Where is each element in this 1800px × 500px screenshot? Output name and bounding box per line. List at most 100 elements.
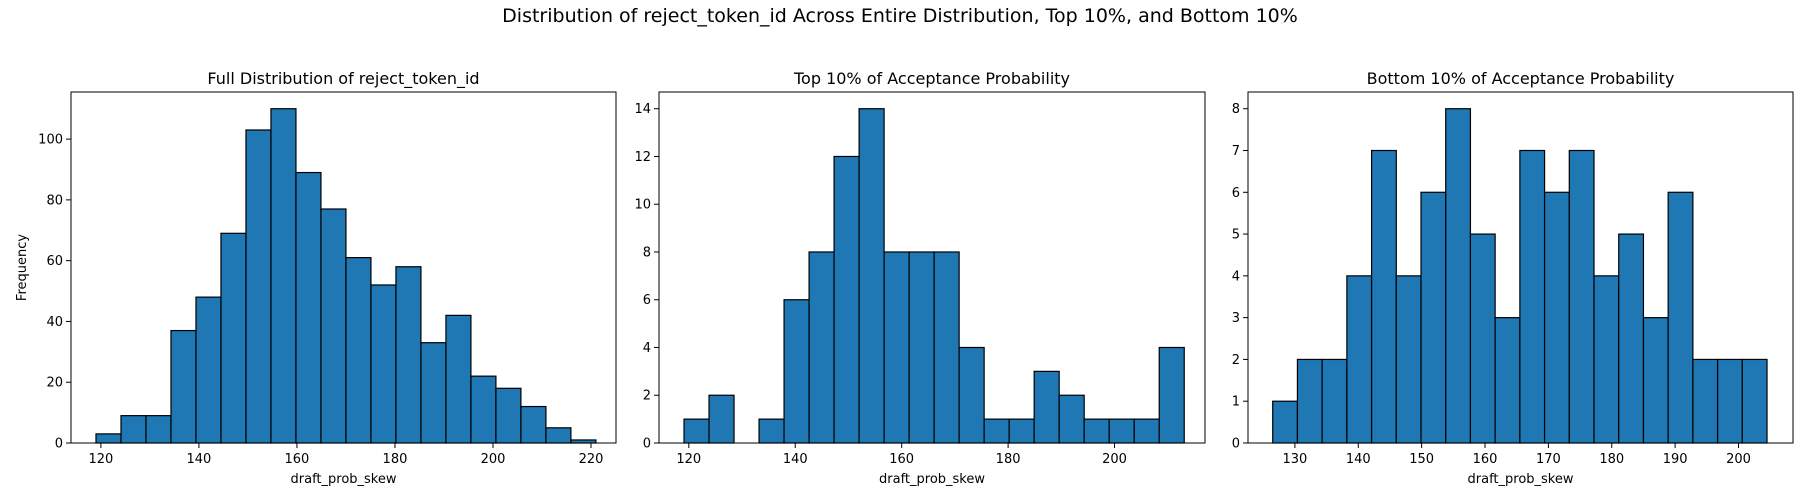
histogram-bar xyxy=(295,171,322,444)
histogram-bar xyxy=(1593,275,1620,444)
histogram-bar xyxy=(520,405,547,444)
histogram-bar xyxy=(1642,317,1669,444)
histogram-bar xyxy=(683,418,710,444)
histogram-bar xyxy=(195,296,222,444)
histogram-panel-2: 120 140 160 180 200 0 2 4 6 8 10 12 14 Top 10% of Acc… xyxy=(634,69,1206,487)
histogram-bar xyxy=(983,418,1010,444)
histogram-bar xyxy=(1519,149,1546,444)
histogram-bar xyxy=(1741,358,1768,444)
y-tick-label: 0 xyxy=(643,437,651,452)
x-tick-label: 170 xyxy=(1536,452,1561,467)
x-tick-label: 200 xyxy=(1726,452,1751,467)
histogram-bar xyxy=(495,387,522,444)
x-tick-label: 140 xyxy=(1346,452,1371,467)
x-tick-label: 160 xyxy=(285,452,310,467)
histogram-bar xyxy=(1716,358,1743,444)
y-tick-label: 20 xyxy=(46,376,63,391)
histogram-bar xyxy=(345,257,372,444)
x-tick-label: 190 xyxy=(1663,452,1688,467)
histogram-bar xyxy=(1494,317,1521,444)
y-tick-label: 7 xyxy=(1232,144,1240,159)
histogram-bar xyxy=(1008,418,1035,444)
x-tick-label: 160 xyxy=(889,452,914,467)
histogram-bar xyxy=(420,342,447,444)
histogram-bar xyxy=(1133,418,1160,444)
x-tick-label: 150 xyxy=(1409,452,1434,467)
y-tick-label: 10 xyxy=(634,198,651,213)
y-tick-label: 100 xyxy=(38,133,63,148)
y-tick-label: 60 xyxy=(46,254,63,269)
y-tick-label: 6 xyxy=(643,293,651,308)
histogram-bar xyxy=(1568,149,1595,444)
histogram-bar xyxy=(833,155,860,444)
histogram-bar xyxy=(95,433,122,444)
histogram-bar xyxy=(170,329,197,444)
axes-frame xyxy=(1247,91,1794,444)
histogram-bar xyxy=(1543,191,1570,444)
y-tick-label: 80 xyxy=(46,193,63,208)
histogram-bar xyxy=(1445,108,1472,444)
histogram-bar xyxy=(270,108,297,444)
histogram-bar xyxy=(708,394,735,444)
histogram-bar xyxy=(1692,358,1719,444)
y-tick-label: 2 xyxy=(643,389,651,404)
histogram-bar xyxy=(470,375,497,444)
panel-title: Top 10% of Acceptance Probability xyxy=(793,69,1070,88)
x-tick-label: 220 xyxy=(579,452,604,467)
histogram-bar xyxy=(220,232,247,444)
histogram-bar xyxy=(395,266,422,444)
x-tick-label: 120 xyxy=(88,452,113,467)
histogram-bar xyxy=(1346,275,1373,444)
histogram-bar xyxy=(1296,358,1323,444)
histogram-bar xyxy=(1321,358,1348,444)
y-tick-label: 4 xyxy=(643,341,651,356)
y-tick-label: 2 xyxy=(1232,353,1240,368)
histogram-bar xyxy=(883,251,910,444)
histogram-bar xyxy=(245,129,272,444)
x-tick-label: 160 xyxy=(1473,452,1498,467)
y-axis-label: Frequency xyxy=(15,234,30,301)
y-tick-label: 0 xyxy=(1232,437,1240,452)
figure-suptitle: Distribution of reject_token_id Across E… xyxy=(502,5,1298,27)
x-tick-label: 180 xyxy=(383,452,408,467)
histogram-bar xyxy=(320,208,347,444)
x-tick-label: 200 xyxy=(1102,452,1127,467)
y-tick-label: 4 xyxy=(1232,269,1240,284)
histogram-bar xyxy=(120,415,147,444)
histogram-bar xyxy=(545,427,572,444)
y-tick-label: 8 xyxy=(1232,102,1240,117)
histogram-bar xyxy=(1420,191,1447,444)
histogram-bar xyxy=(1667,191,1694,444)
x-tick-label: 120 xyxy=(676,452,701,467)
x-tick-label: 200 xyxy=(481,452,506,467)
histogram-bar xyxy=(445,314,472,444)
y-tick-label: 6 xyxy=(1232,186,1240,201)
histogram-bar xyxy=(145,415,172,444)
histogram-panel-3: 130 140 150 160 170 180 190 200 0 1 2 3 4 5 6 7 8 Bottom … xyxy=(1232,69,1794,487)
axes-frame xyxy=(70,91,617,444)
axes-frame xyxy=(658,91,1206,444)
x-tick-label: 180 xyxy=(1599,452,1624,467)
histogram-bar xyxy=(758,418,785,444)
x-tick-label: 180 xyxy=(996,452,1021,467)
y-tick-label: 3 xyxy=(1232,311,1240,326)
x-tick-label: 140 xyxy=(783,452,808,467)
histogram-bar xyxy=(1108,418,1135,444)
y-tick-label: 40 xyxy=(46,315,63,330)
histogram-bar xyxy=(858,108,885,444)
histogram-bar xyxy=(808,251,835,444)
histogram-bar xyxy=(1618,233,1645,444)
y-tick-label: 0 xyxy=(55,437,63,452)
histogram-bar xyxy=(1058,394,1085,444)
y-tick-label: 1 xyxy=(1232,395,1240,410)
x-axis-label: draft_prob_skew xyxy=(879,472,985,487)
histogram-bar xyxy=(933,251,960,444)
y-tick-label: 12 xyxy=(634,150,651,165)
x-axis-label: draft_prob_skew xyxy=(291,472,397,487)
y-tick-label: 8 xyxy=(643,245,651,260)
histogram-panel-1: 120 140 160 180 200 220 0 20 40 60 80 100 Full Distr… xyxy=(15,69,617,487)
histogram-bar xyxy=(1272,400,1299,444)
histogram-bar xyxy=(1033,370,1060,444)
